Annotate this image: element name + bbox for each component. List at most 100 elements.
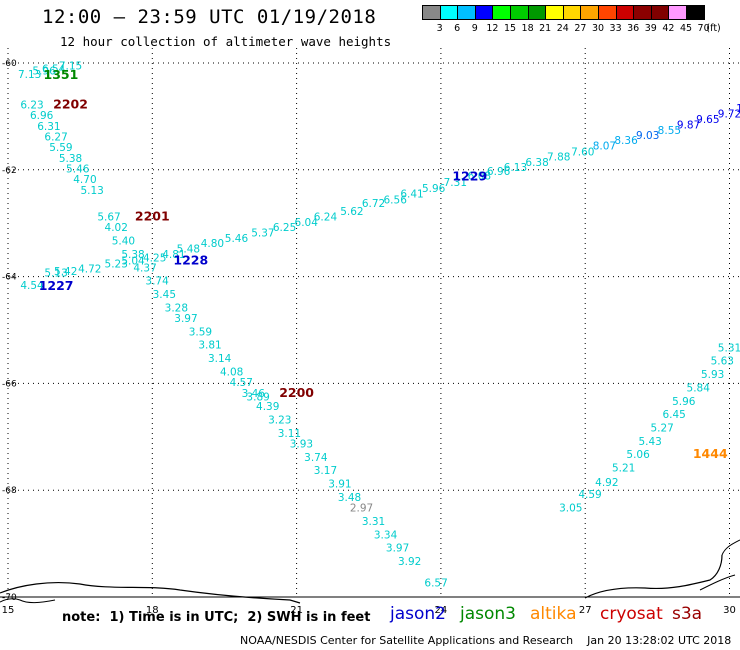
- wave-height-value: 5.23: [105, 259, 128, 271]
- wave-height-value: 5.31: [718, 342, 740, 354]
- latitude-label: -64: [2, 273, 17, 283]
- wave-height-value: 9.87: [677, 120, 700, 132]
- legend-label: 70: [697, 23, 710, 34]
- wave-height-value: 5.40: [112, 236, 135, 248]
- legend-swatch: [686, 5, 705, 20]
- wave-height-value: 5.96: [672, 396, 696, 408]
- legend-label: 12: [486, 23, 499, 34]
- wave-height-value: 6.31: [37, 121, 60, 133]
- wave-height-value: 4.37: [133, 262, 156, 274]
- wave-height-value: 6.96: [487, 166, 511, 178]
- wave-height-value: 6.54: [42, 64, 66, 76]
- wave-height-value: 10.52: [736, 103, 740, 115]
- wave-height-value: 6.23: [20, 99, 43, 111]
- wave-height-value: 7.88: [547, 152, 570, 164]
- satellite-tracks: 4.545.135.42 4.72 5.235.044.254.815.48 4.80…: [18, 60, 740, 589]
- wave-height-value: 4.57: [230, 377, 253, 389]
- track-altika-1444: 3.05 4.594.92 5.21 5.065.43 5.276.455.96 5.84…: [559, 342, 740, 514]
- wave-height-value: 3.48: [338, 492, 361, 504]
- wave-height-value: 6.24: [314, 212, 338, 224]
- coastline: [721, 539, 740, 556]
- pass-id-label: 1227: [39, 278, 74, 293]
- antarctic-coastline: [0, 539, 740, 604]
- wave-height-value: 6.04: [295, 217, 319, 229]
- page-title: 12:00 – 23:59 UTC 01/19/2018: [42, 6, 377, 28]
- wave-height-value: 4.39: [256, 401, 279, 413]
- track-jason3-1351: 7.135.966.547.1512.191351: [18, 60, 82, 82]
- legend-label: 42: [662, 23, 675, 34]
- legend-label: 33: [609, 23, 622, 34]
- wave-height-value: 4.25: [143, 253, 166, 265]
- wave-height-value: 6.38: [525, 157, 548, 169]
- wave-height-value: 4.81: [162, 249, 185, 261]
- wave-height-value: 4.02: [105, 222, 128, 234]
- wave-height-value: 4.54: [20, 280, 44, 292]
- pass-id-label: 1229: [452, 168, 487, 183]
- legend-label: 3: [436, 23, 443, 34]
- wave-height-value: 5.42: [54, 266, 77, 278]
- legend-label: 24: [556, 23, 569, 34]
- wave-height-value: 3.34: [374, 529, 398, 541]
- latitude-label: -68: [2, 486, 17, 496]
- wave-height-value: 6.56: [384, 194, 408, 206]
- pass-id-label: 2202: [53, 96, 88, 111]
- wave-height-value: 2.97: [350, 503, 373, 515]
- wave-height-value: 5.96: [422, 183, 446, 195]
- wave-height-value: 6.08: [468, 170, 491, 182]
- wave-height-value: 5.13: [80, 185, 103, 197]
- wave-height-value: 6.13: [504, 162, 527, 174]
- wave-height-value: 5.04: [121, 255, 145, 267]
- coastline: [699, 574, 736, 591]
- legend-label: 6: [454, 23, 461, 34]
- footnote: note: 1) Time is in UTC; 2) SWH is in fe…: [62, 610, 371, 625]
- wave-height-value: 5.48: [177, 244, 200, 256]
- wave-height-value: 4.72: [78, 263, 101, 275]
- wave-height-value: 9.65: [696, 114, 719, 126]
- wave-height-value: 5.84: [687, 382, 711, 394]
- satellite-name-s3a: s3a: [672, 604, 703, 624]
- wave-height-value: 5.27: [650, 422, 673, 434]
- map-grid: [0, 48, 740, 598]
- track-jason2-1227-1228-1229: 4.545.135.42 4.72 5.235.044.254.815.48 4.80…: [20, 103, 740, 293]
- wave-height-value: 7.31: [444, 177, 467, 189]
- wave-height-value: 4.92: [595, 477, 618, 489]
- wave-height-value: 5.38: [59, 153, 82, 165]
- wave-height-value: 3.81: [198, 340, 221, 352]
- legend-label: 30: [591, 23, 605, 34]
- longitude-label: 18: [146, 605, 159, 616]
- legend-label: 27: [574, 23, 587, 34]
- legend-label: 9: [471, 23, 478, 34]
- wave-height-value: 8.36: [614, 135, 638, 147]
- wave-height-value: 9.03: [636, 130, 659, 142]
- legend-label: 18: [521, 23, 534, 34]
- satellite-name-jason2: jason2: [390, 604, 446, 624]
- wave-height-value: 3.45: [153, 289, 176, 301]
- pass-id-label: 1228: [173, 252, 208, 267]
- wave-height-value: 5.63: [711, 356, 734, 368]
- wave-height-value: 8.07: [593, 141, 616, 153]
- pass-id-label: 2201: [135, 209, 170, 224]
- wave-height-value: 3.93: [290, 438, 313, 450]
- wave-height-value: 4.80: [201, 238, 224, 250]
- page-subtitle: 12 hour collection of altimeter wave hei…: [60, 34, 392, 49]
- latitude-label: -62: [2, 166, 17, 176]
- wave-height-value: 5.21: [612, 463, 635, 475]
- wave-height-value: 5.59: [49, 142, 72, 154]
- wave-height-value: 6.96: [30, 110, 54, 122]
- longitude-label: 15: [2, 605, 15, 616]
- wave-height-value: 7.13: [18, 69, 41, 81]
- wave-height-value: 9.72: [718, 108, 740, 120]
- wave-height-value: 6.41: [400, 189, 423, 201]
- wave-height-value: 6.57: [424, 577, 447, 589]
- wave-height-value: 3.89: [246, 391, 269, 403]
- wave-height-value: 5.96: [32, 66, 56, 78]
- wave-height-value: 5.67: [97, 212, 120, 224]
- wave-height-value: 3.31: [362, 516, 385, 528]
- wave-height-value: 5.37: [251, 228, 274, 240]
- track-cryosat-2202-2201-2200: 6.236.966.316.275.595.385.464.705.135.67…: [20, 96, 447, 589]
- wave-height-value: 3.46: [242, 388, 266, 400]
- wave-height-value: 3.59: [189, 326, 212, 338]
- satellite-name-altika: altika: [530, 604, 577, 624]
- wave-height-value: 5.13: [44, 268, 67, 280]
